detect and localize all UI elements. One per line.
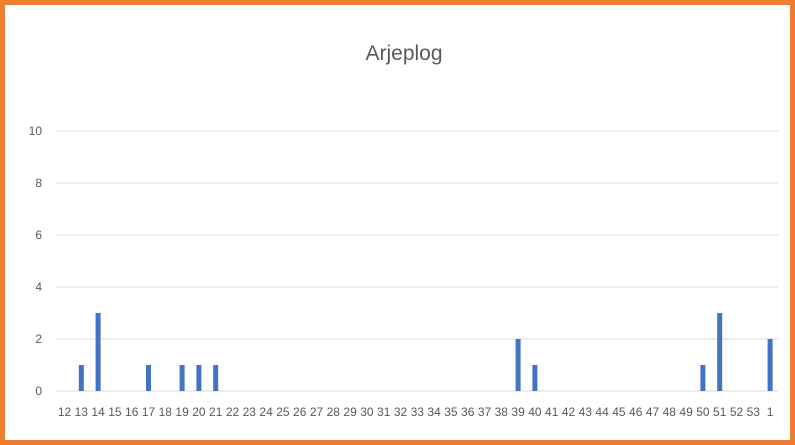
- x-tick-label: 41: [545, 405, 559, 419]
- x-tick-label: 53: [747, 405, 761, 419]
- x-tick-label: 37: [478, 405, 492, 419]
- y-tick-label: 6: [35, 228, 42, 242]
- x-tick-label: 34: [427, 405, 441, 419]
- bar: [767, 339, 773, 391]
- x-tick-label: 30: [360, 405, 374, 419]
- chart-title: Arjeplog: [365, 42, 442, 65]
- x-tick-label: 48: [663, 405, 677, 419]
- x-tick-label: 47: [646, 405, 660, 419]
- bar: [146, 365, 151, 391]
- bar: [95, 313, 101, 391]
- bar: [532, 365, 538, 391]
- x-tick-label: 1: [767, 405, 774, 419]
- bar: [196, 365, 202, 391]
- y-tick-label: 0: [35, 384, 42, 398]
- y-tick-label: 10: [29, 124, 43, 138]
- x-tick-label: 46: [629, 405, 643, 419]
- y-tick-label: 4: [35, 280, 42, 294]
- x-tick-label: 23: [243, 405, 257, 419]
- x-tick-label: 35: [444, 405, 458, 419]
- bar: [717, 313, 723, 391]
- bar: [700, 365, 706, 391]
- x-tick-label: 14: [91, 405, 105, 419]
- x-tick-label: 51: [713, 405, 727, 419]
- x-tick-label: 27: [310, 405, 324, 419]
- x-tick-label: 17: [142, 405, 156, 419]
- x-tick-label: 29: [343, 405, 357, 419]
- bar: [179, 365, 185, 391]
- x-tick-label: 20: [192, 405, 206, 419]
- x-tick-label: 26: [293, 405, 307, 419]
- y-tick-label: 8: [35, 176, 42, 190]
- x-tick-label: 45: [612, 405, 626, 419]
- bar: [78, 365, 84, 391]
- x-tick-label: 40: [528, 405, 542, 419]
- x-tick-label: 16: [125, 405, 139, 419]
- x-tick-label: 12: [58, 405, 72, 419]
- x-tick-label: 38: [495, 405, 509, 419]
- x-tick-label: 33: [411, 405, 425, 419]
- x-tick-label: 50: [696, 405, 710, 419]
- bar: [213, 365, 219, 391]
- x-tick-label: 52: [730, 405, 744, 419]
- x-tick-label: 15: [108, 405, 122, 419]
- y-tick-label: 2: [35, 332, 42, 346]
- x-tick-label: 39: [511, 405, 525, 419]
- x-tick-label: 49: [679, 405, 693, 419]
- x-tick-label: 25: [276, 405, 290, 419]
- x-tick-label: 28: [327, 405, 341, 419]
- x-tick-label: 24: [259, 405, 273, 419]
- x-tick-label: 32: [394, 405, 408, 419]
- x-tick-label: 18: [159, 405, 173, 419]
- x-tick-label: 42: [562, 405, 576, 419]
- bar: [515, 339, 521, 391]
- x-tick-label: 43: [579, 405, 593, 419]
- x-tick-label: 22: [226, 405, 240, 419]
- x-tick-label: 13: [75, 405, 89, 419]
- x-tick-label: 19: [175, 405, 189, 419]
- x-tick-label: 36: [461, 405, 475, 419]
- x-tick-label: 21: [209, 405, 223, 419]
- x-tick-label: 31: [377, 405, 391, 419]
- x-tick-label: 44: [595, 405, 609, 419]
